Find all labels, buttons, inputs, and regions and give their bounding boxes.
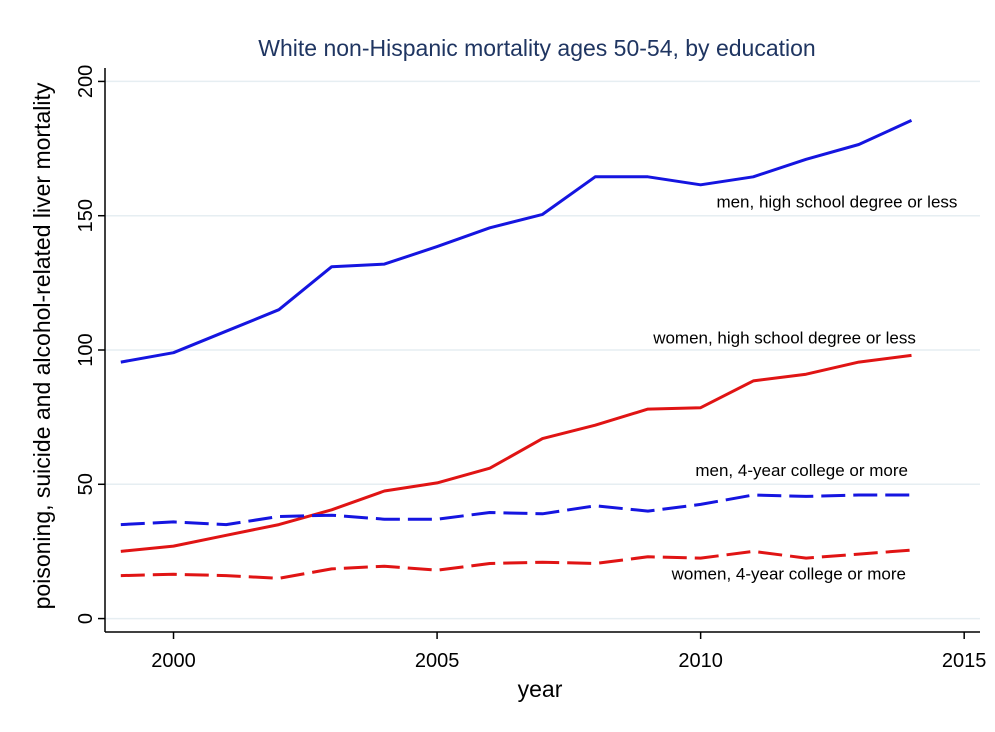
series-labels: men, high school degree or less women, hi… [652,193,957,584]
x-tick-label-2010: 2010 [678,650,723,672]
x-tick-label-2015: 2015 [942,650,987,672]
x-tick-label-2005: 2005 [415,650,460,672]
series-label-3: men, 4-year college or more [695,461,908,480]
series-line-4 [120,548,912,580]
series-label-2: women, high school degree or less [652,328,916,347]
series-line-1 [120,119,913,364]
series-line-2 [120,353,912,553]
y-tick-label-200: 200 [75,65,97,98]
y-tick-label-150: 150 [75,199,97,232]
y-axis-label: poisoning, suicide and alcohol-related l… [29,82,55,609]
y-tick-label-100: 100 [75,333,97,366]
x-tick-label-2000: 2000 [151,650,196,672]
series-label-4: women, 4-year college or more [671,565,906,584]
series-line-3 [120,493,912,527]
series-lines [120,119,913,580]
y-tick-label-50: 50 [75,473,97,495]
axes: 0 50 100 150 200 2000 2005 2010 2015 [75,65,986,672]
series-label-1: men, high school degree or less [716,193,957,212]
x-axis-label: year [518,676,563,702]
chart-title: White non-Hispanic mortality ages 50-54,… [258,35,815,61]
y-tick-label-0: 0 [75,613,97,624]
